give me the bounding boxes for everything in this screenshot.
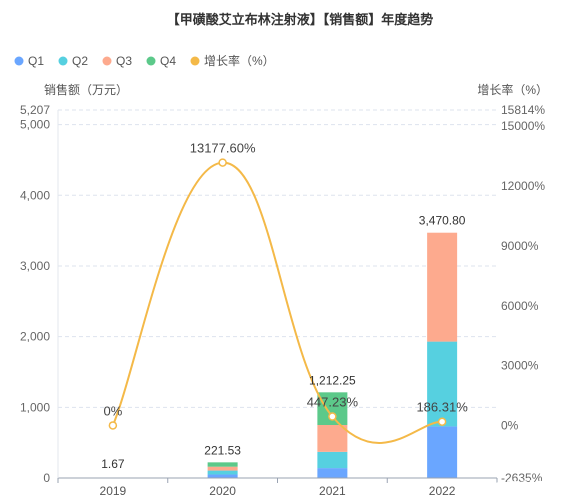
bars (97, 232, 458, 478)
y2-axis-label: 增长率（%） (477, 82, 548, 97)
y2-axis-ticks: -2635% 0% 3000% 6000% 9000% 12000% 15000% 15814… (501, 103, 545, 485)
x-tick-2020: 2020 (209, 484, 236, 498)
x-tick-2021: 2021 (319, 484, 346, 498)
y2-tick-3: 6000% (501, 299, 539, 313)
total-label-2021: 1,212.25 (309, 373, 356, 387)
bar-2020-Q1 (207, 474, 238, 478)
growth-rate-point-2022 (437, 417, 447, 426)
y2-tick-5: 12000% (501, 179, 545, 193)
y-tick-3: 3,000 (20, 259, 50, 273)
y-tick-1: 1,000 (20, 400, 50, 414)
y2-tick-4: 9000% (501, 239, 539, 253)
watermark-text: 头条 @药融云 (460, 479, 548, 495)
growth-rate-label-2021: 447.23% (307, 395, 359, 410)
legend-marker-2 (102, 56, 112, 66)
y-tick-4: 4,000 (20, 188, 50, 202)
bar-2020-Q4 (207, 462, 238, 467)
bar-2020-Q3 (207, 466, 238, 471)
legend-label-1: Q2 (72, 54, 88, 68)
bar-2022-Q1 (427, 426, 458, 478)
total-label-2020: 221.53 (204, 443, 241, 457)
y-tick-0: 0 (43, 471, 50, 485)
legend-label-2: Q3 (116, 54, 132, 68)
legend-marker-1 (58, 56, 68, 66)
growth-rate-point-2021 (328, 412, 337, 421)
y-axis-label: 销售额（万元） (44, 82, 128, 97)
legend: Q1 Q2 Q3 Q4 增长率（%） (14, 53, 275, 68)
chart-title: 【甲磺酸艾立布林注射液】【销售额】年度趋势 (167, 12, 434, 27)
x-tick-2019: 2019 (100, 484, 127, 498)
growth-rate-point-2020 (218, 158, 227, 167)
growth-rate-point-2019 (108, 421, 118, 430)
total-labels: 1.67 221.53 1,212.25 3,470.80 (101, 214, 466, 471)
growth-rate-line: 0% 13177.60% 447.23% 186.31% (103, 141, 468, 444)
legend-label-3: Q4 (160, 54, 176, 68)
x-tick-2022: 2022 (429, 484, 456, 498)
growth-rate-label-2022: 186.31% (416, 400, 468, 415)
y2-tick-0: -2635% (501, 471, 543, 485)
y2-tick-1: 0% (501, 418, 519, 432)
bar-2021-Q2 (317, 451, 348, 469)
bar-2021-Q3 (317, 424, 348, 452)
total-label-2019: 1.67 (101, 457, 125, 471)
bar-2022-Q3 (427, 232, 458, 342)
x-axis: 2019 2020 2021 2022 (57, 110, 498, 498)
y2-tick-6: 15000% (501, 119, 545, 133)
y-tick-5: 5,000 (20, 118, 50, 132)
growth-rate-path (111, 161, 443, 444)
legend-label-0: Q1 (28, 54, 44, 68)
total-label-2022: 3,470.80 (419, 214, 466, 228)
legend-label-4: 增长率（%） (204, 53, 275, 68)
y2-tick-7: 15814% (501, 103, 545, 117)
bar-2022-Q2 (427, 341, 458, 427)
watermark: 头条 @药融云 (460, 479, 548, 495)
y-tick-2: 2,000 (20, 330, 50, 344)
growth-rate-label-2019: 0% (103, 403, 122, 418)
growth-rate-label-2020: 13177.60% (190, 141, 256, 156)
bar-2020-Q2 (207, 470, 238, 475)
y-tick-6: 5,207 (20, 103, 50, 117)
legend-marker-0 (14, 56, 24, 66)
y2-tick-2: 3000% (501, 359, 539, 373)
legend-marker-3 (146, 56, 156, 66)
legend-marker-4 (190, 56, 200, 66)
bar-2021-Q1 (317, 468, 348, 478)
